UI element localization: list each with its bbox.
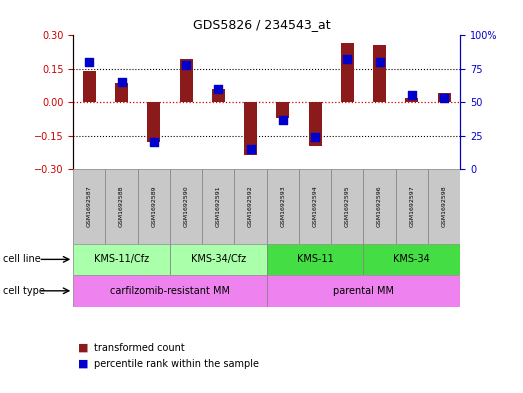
Text: GSM1692590: GSM1692590: [184, 185, 189, 227]
Text: GSM1692589: GSM1692589: [151, 185, 156, 227]
Bar: [73, 275, 267, 307]
Bar: [299, 169, 331, 244]
Bar: [405, 98, 418, 102]
Bar: [428, 169, 460, 244]
Point: [311, 134, 319, 140]
Text: cell type: cell type: [3, 286, 44, 296]
Point: [85, 59, 94, 65]
Text: GSM1692598: GSM1692598: [441, 185, 447, 227]
Text: carfilzomib-resistant MM: carfilzomib-resistant MM: [110, 286, 230, 296]
Text: GSM1692594: GSM1692594: [313, 185, 317, 227]
Point: [408, 92, 416, 99]
Bar: [363, 244, 460, 275]
Bar: [363, 169, 396, 244]
Point: [182, 62, 190, 68]
Text: KMS-11/Cfz: KMS-11/Cfz: [94, 254, 149, 264]
Bar: [73, 169, 106, 244]
Bar: [438, 93, 450, 102]
Text: GSM1692593: GSM1692593: [280, 185, 286, 227]
Text: KMS-34: KMS-34: [393, 254, 430, 264]
Text: KMS-11: KMS-11: [297, 254, 334, 264]
Text: transformed count: transformed count: [94, 343, 185, 353]
Text: GSM1692587: GSM1692587: [87, 185, 92, 227]
Point: [343, 56, 351, 62]
Bar: [147, 102, 161, 142]
Bar: [234, 169, 267, 244]
Bar: [341, 43, 354, 102]
Bar: [83, 71, 96, 102]
Text: GDS5826 / 234543_at: GDS5826 / 234543_at: [192, 18, 331, 31]
Bar: [73, 244, 170, 275]
Text: GSM1692591: GSM1692591: [216, 185, 221, 227]
Bar: [138, 169, 170, 244]
Text: GSM1692596: GSM1692596: [377, 185, 382, 227]
Bar: [106, 169, 138, 244]
Bar: [276, 102, 289, 118]
Text: cell line: cell line: [3, 254, 40, 264]
Text: ■: ■: [78, 343, 89, 353]
Point: [214, 86, 223, 92]
Bar: [180, 59, 192, 102]
Bar: [267, 275, 460, 307]
Text: ■: ■: [78, 358, 89, 369]
Point: [150, 139, 158, 145]
Bar: [267, 169, 299, 244]
Bar: [309, 102, 322, 145]
Bar: [244, 102, 257, 154]
Bar: [115, 83, 128, 102]
Point: [117, 79, 126, 85]
Bar: [170, 169, 202, 244]
Bar: [170, 244, 267, 275]
Text: GSM1692595: GSM1692595: [345, 185, 350, 227]
Bar: [267, 244, 363, 275]
Text: GSM1692592: GSM1692592: [248, 185, 253, 227]
Bar: [373, 45, 386, 102]
Bar: [212, 89, 225, 102]
Text: parental MM: parental MM: [333, 286, 394, 296]
Text: GSM1692588: GSM1692588: [119, 185, 124, 227]
Point: [440, 95, 448, 101]
Point: [246, 146, 255, 152]
Text: KMS-34/Cfz: KMS-34/Cfz: [191, 254, 246, 264]
Text: percentile rank within the sample: percentile rank within the sample: [94, 358, 259, 369]
Bar: [331, 169, 363, 244]
Text: GSM1692597: GSM1692597: [410, 185, 414, 227]
Bar: [396, 169, 428, 244]
Point: [376, 59, 384, 65]
Point: [279, 116, 287, 123]
Bar: [202, 169, 234, 244]
